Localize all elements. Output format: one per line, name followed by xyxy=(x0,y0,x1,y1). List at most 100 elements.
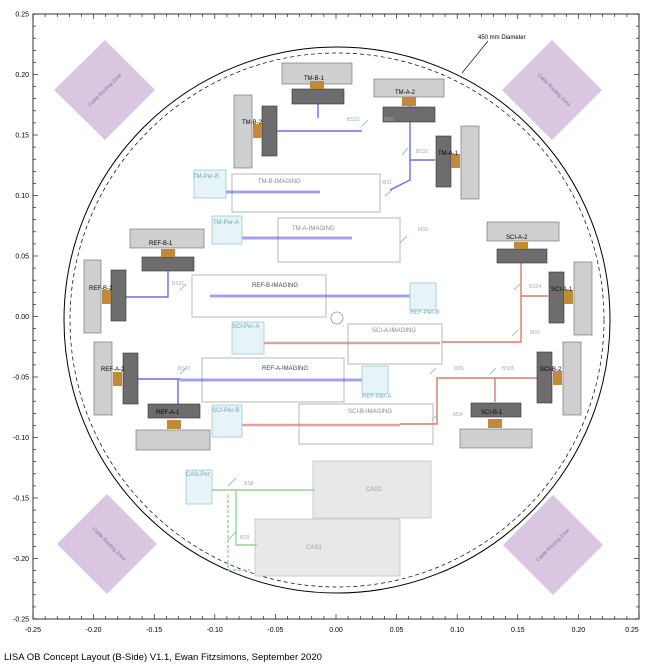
ref-b-1-head xyxy=(141,256,195,272)
beam-cas-2 xyxy=(235,490,257,546)
ref-per-a-box xyxy=(361,365,389,395)
tm-per-a-box xyxy=(211,215,243,245)
ref-b-2-head xyxy=(110,269,127,322)
y-tick-label: -0.20 xyxy=(13,556,29,563)
cas1-label: CAS1 xyxy=(306,545,322,551)
beam-ref-b xyxy=(111,263,169,298)
m33-glyph xyxy=(511,329,519,337)
sci-a-1-label: SCI-A-1 xyxy=(551,287,573,293)
tm-per-a-label: TM-Per-A xyxy=(213,220,239,226)
sci-a-1-pins xyxy=(564,290,573,304)
bs30-label: BS30 xyxy=(178,366,190,372)
bs32-label: BS32 xyxy=(416,149,428,155)
bs8-glyph xyxy=(227,477,237,487)
tm-b-2-head xyxy=(261,105,278,157)
bs30-glyph xyxy=(179,367,187,375)
tm-b-1-pins xyxy=(310,81,324,89)
bs35-glyph xyxy=(489,367,497,375)
tm-a-imaging-label: TM-A-IMAGING xyxy=(292,226,335,232)
bs8-label: BS8 xyxy=(244,481,254,487)
cable-zone-top-left xyxy=(54,40,155,140)
cable-zone-bottom-left xyxy=(57,494,157,594)
ref-a-imaging-label: REF-A-IMAGING xyxy=(262,366,308,372)
ref-a-1-head xyxy=(147,403,201,419)
sci-a-2-label: SCI-A-2 xyxy=(506,235,528,241)
cas-per-box xyxy=(185,469,213,505)
tm-b-2-pins xyxy=(253,124,262,138)
m36-label: M36 xyxy=(454,366,464,372)
tm-per-b-label: TM-Per-B xyxy=(193,174,219,180)
sci-per-a-box xyxy=(231,321,265,355)
ref-b-1-base xyxy=(129,228,205,249)
y-tick-label: 0.20 xyxy=(15,72,29,79)
sci-a-imaging-label: SCI-A-IMAGING xyxy=(372,328,416,334)
sci-per-b-box xyxy=(211,404,243,438)
y-tick-label: 0.10 xyxy=(15,193,29,200)
tm-b-1-label: TM-B-1 xyxy=(304,76,325,82)
beam-sci-b xyxy=(400,377,537,425)
m35-label: M35 xyxy=(384,117,394,123)
sci-b-1-head xyxy=(470,402,522,418)
ref-a-2-base xyxy=(93,341,113,416)
ref-a-2-label: REF-A-2 xyxy=(101,367,125,373)
bs32-glyph xyxy=(401,147,409,156)
cas2-label: CAS2 xyxy=(366,487,382,493)
m30-glyph xyxy=(399,235,408,244)
tm-a-2-label: TM-A-2 xyxy=(395,90,416,96)
x-tick-label: -0.10 xyxy=(207,627,223,634)
bs34-label: BS34 xyxy=(529,284,541,290)
ref-b-2-label: REF-B-2 xyxy=(89,286,113,292)
m34-label: M34 xyxy=(453,412,463,418)
axis-ticks: -0.25 -0.20 -0.15 -0.10 -0.05 0.00 0.05 0.10 0.1… xyxy=(13,12,640,634)
bs31-glyph xyxy=(179,283,187,291)
beam-tm-a-mirror xyxy=(389,160,411,191)
tm-b-1-head xyxy=(291,88,345,105)
sci-b-1-base xyxy=(459,428,533,449)
bs31-label: BS31 xyxy=(172,281,184,287)
tm-per-b-box xyxy=(193,169,227,199)
bs33-label: BS33 xyxy=(347,117,359,123)
y-tick-label: 0.00 xyxy=(15,314,29,321)
sci-b-2-label: SCI-B-2 xyxy=(540,367,562,373)
ref-a-1-base xyxy=(135,429,211,451)
beam-sci-a-2 xyxy=(442,296,522,343)
diameter-leader xyxy=(461,40,489,74)
bs9-glyph xyxy=(227,531,237,541)
y-tick-label: 0.05 xyxy=(15,254,29,261)
bench-inner-circle xyxy=(69,52,605,588)
y-tick-label: 0.15 xyxy=(15,133,29,140)
sci-b-imaging-label: SCI-B-IMAGING xyxy=(348,409,392,415)
sci-a-2-head xyxy=(496,248,548,264)
cable-zone-bottom-right xyxy=(503,495,603,595)
sci-b-2-head xyxy=(536,351,553,404)
m31-glyph xyxy=(384,189,393,197)
figure-caption: LISA OB Concept Layout (B-Side) V1.1, Ew… xyxy=(4,652,322,663)
beam-cas-3 xyxy=(227,495,250,571)
ref-per-a-label: REF-Per-A xyxy=(362,394,391,400)
sci-per-b-label: SCI-Per-B xyxy=(212,408,239,414)
ref-b-imaging-label: REF-B-IMAGING xyxy=(252,283,298,289)
y-tick-label: -0.25 xyxy=(13,617,29,624)
tm-a-1-head xyxy=(435,135,452,188)
beam-sci-a-1 xyxy=(520,260,548,297)
cas-per-label: CAS-Per xyxy=(186,472,210,478)
tm-a-2-pins xyxy=(402,97,416,106)
sci-a-1-base xyxy=(573,261,593,336)
x-tick-label: -0.15 xyxy=(146,627,162,634)
diameter-label: 450 mm Diameter xyxy=(478,35,526,41)
sci-b-1-pins xyxy=(488,419,502,428)
ref-a-2-pins xyxy=(113,372,122,386)
sci-b-1-label: SCI-B-1 xyxy=(481,410,503,416)
tm-a-2-head xyxy=(382,106,436,123)
tm-b-2-label: TM-B-2 xyxy=(242,120,263,126)
sci-b-2-pins xyxy=(553,371,562,385)
y-tick-label: -0.10 xyxy=(13,435,29,442)
x-tick-label: 0.10 xyxy=(450,627,464,634)
x-tick-label: 0.15 xyxy=(511,627,525,634)
tm-a-imaging-box xyxy=(277,217,401,263)
bs35-label: BS35 xyxy=(502,366,514,372)
x-tick-label: 0.20 xyxy=(572,627,586,634)
y-tick-label: -0.15 xyxy=(13,496,29,503)
m30-label: M30 xyxy=(418,227,428,233)
